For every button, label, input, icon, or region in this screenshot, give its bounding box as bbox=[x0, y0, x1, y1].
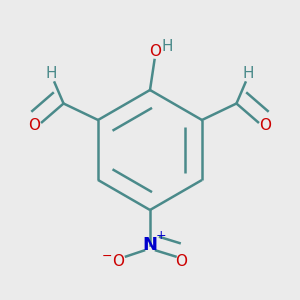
Text: O: O bbox=[28, 118, 40, 134]
Text: H: H bbox=[46, 66, 57, 81]
Text: N: N bbox=[142, 236, 158, 253]
Text: H: H bbox=[243, 66, 254, 81]
Text: O: O bbox=[176, 254, 188, 268]
Text: O: O bbox=[112, 254, 124, 268]
Text: H: H bbox=[161, 39, 173, 54]
Text: O: O bbox=[260, 118, 272, 134]
Text: O: O bbox=[149, 44, 161, 59]
Text: +: + bbox=[156, 229, 167, 242]
Text: −: − bbox=[101, 250, 112, 263]
